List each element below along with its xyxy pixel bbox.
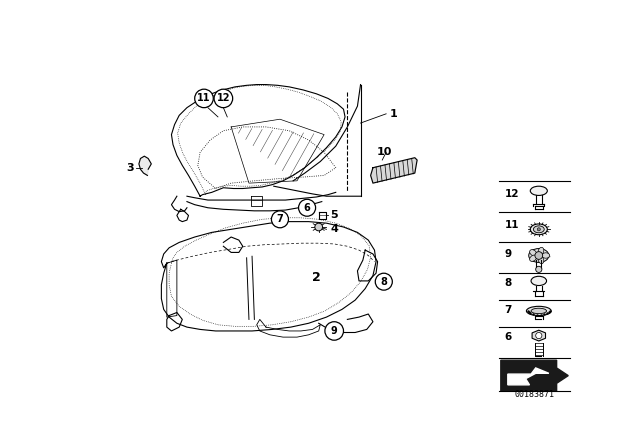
Ellipse shape xyxy=(526,306,551,315)
Text: 5: 5 xyxy=(330,211,338,220)
Ellipse shape xyxy=(531,308,547,314)
Text: 3: 3 xyxy=(127,163,134,173)
Text: 11: 11 xyxy=(505,220,519,230)
Circle shape xyxy=(325,322,344,340)
Ellipse shape xyxy=(542,253,550,258)
Circle shape xyxy=(214,89,233,108)
Circle shape xyxy=(375,273,392,290)
Text: 7: 7 xyxy=(276,214,284,224)
Text: 4: 4 xyxy=(330,224,338,234)
Text: 7: 7 xyxy=(505,305,512,315)
Text: 11: 11 xyxy=(197,94,211,103)
Circle shape xyxy=(271,211,289,228)
Circle shape xyxy=(536,332,542,339)
Ellipse shape xyxy=(533,226,544,233)
Text: 10: 10 xyxy=(377,147,392,157)
Circle shape xyxy=(298,199,316,216)
Circle shape xyxy=(195,89,213,108)
Ellipse shape xyxy=(538,247,544,255)
Polygon shape xyxy=(371,158,417,183)
Ellipse shape xyxy=(531,224,547,235)
Polygon shape xyxy=(532,330,545,341)
Text: 00183871: 00183871 xyxy=(514,390,554,399)
Circle shape xyxy=(536,266,542,272)
Text: 6: 6 xyxy=(505,332,512,342)
Ellipse shape xyxy=(530,250,537,256)
Text: 6: 6 xyxy=(304,203,310,213)
Text: 8: 8 xyxy=(505,278,512,288)
Ellipse shape xyxy=(531,186,547,195)
Text: 9: 9 xyxy=(505,249,512,259)
Ellipse shape xyxy=(530,255,537,261)
Polygon shape xyxy=(139,156,151,176)
Ellipse shape xyxy=(531,276,547,285)
Text: 8: 8 xyxy=(380,277,387,287)
Text: 12: 12 xyxy=(216,94,230,103)
Ellipse shape xyxy=(538,256,544,264)
Text: 1: 1 xyxy=(390,109,397,119)
Ellipse shape xyxy=(529,249,549,263)
Text: 12: 12 xyxy=(505,189,519,199)
Polygon shape xyxy=(501,360,568,391)
Circle shape xyxy=(535,252,543,259)
Polygon shape xyxy=(508,368,549,385)
Circle shape xyxy=(537,228,540,231)
Text: 2: 2 xyxy=(312,271,321,284)
Text: 9: 9 xyxy=(331,326,337,336)
Circle shape xyxy=(315,223,323,231)
